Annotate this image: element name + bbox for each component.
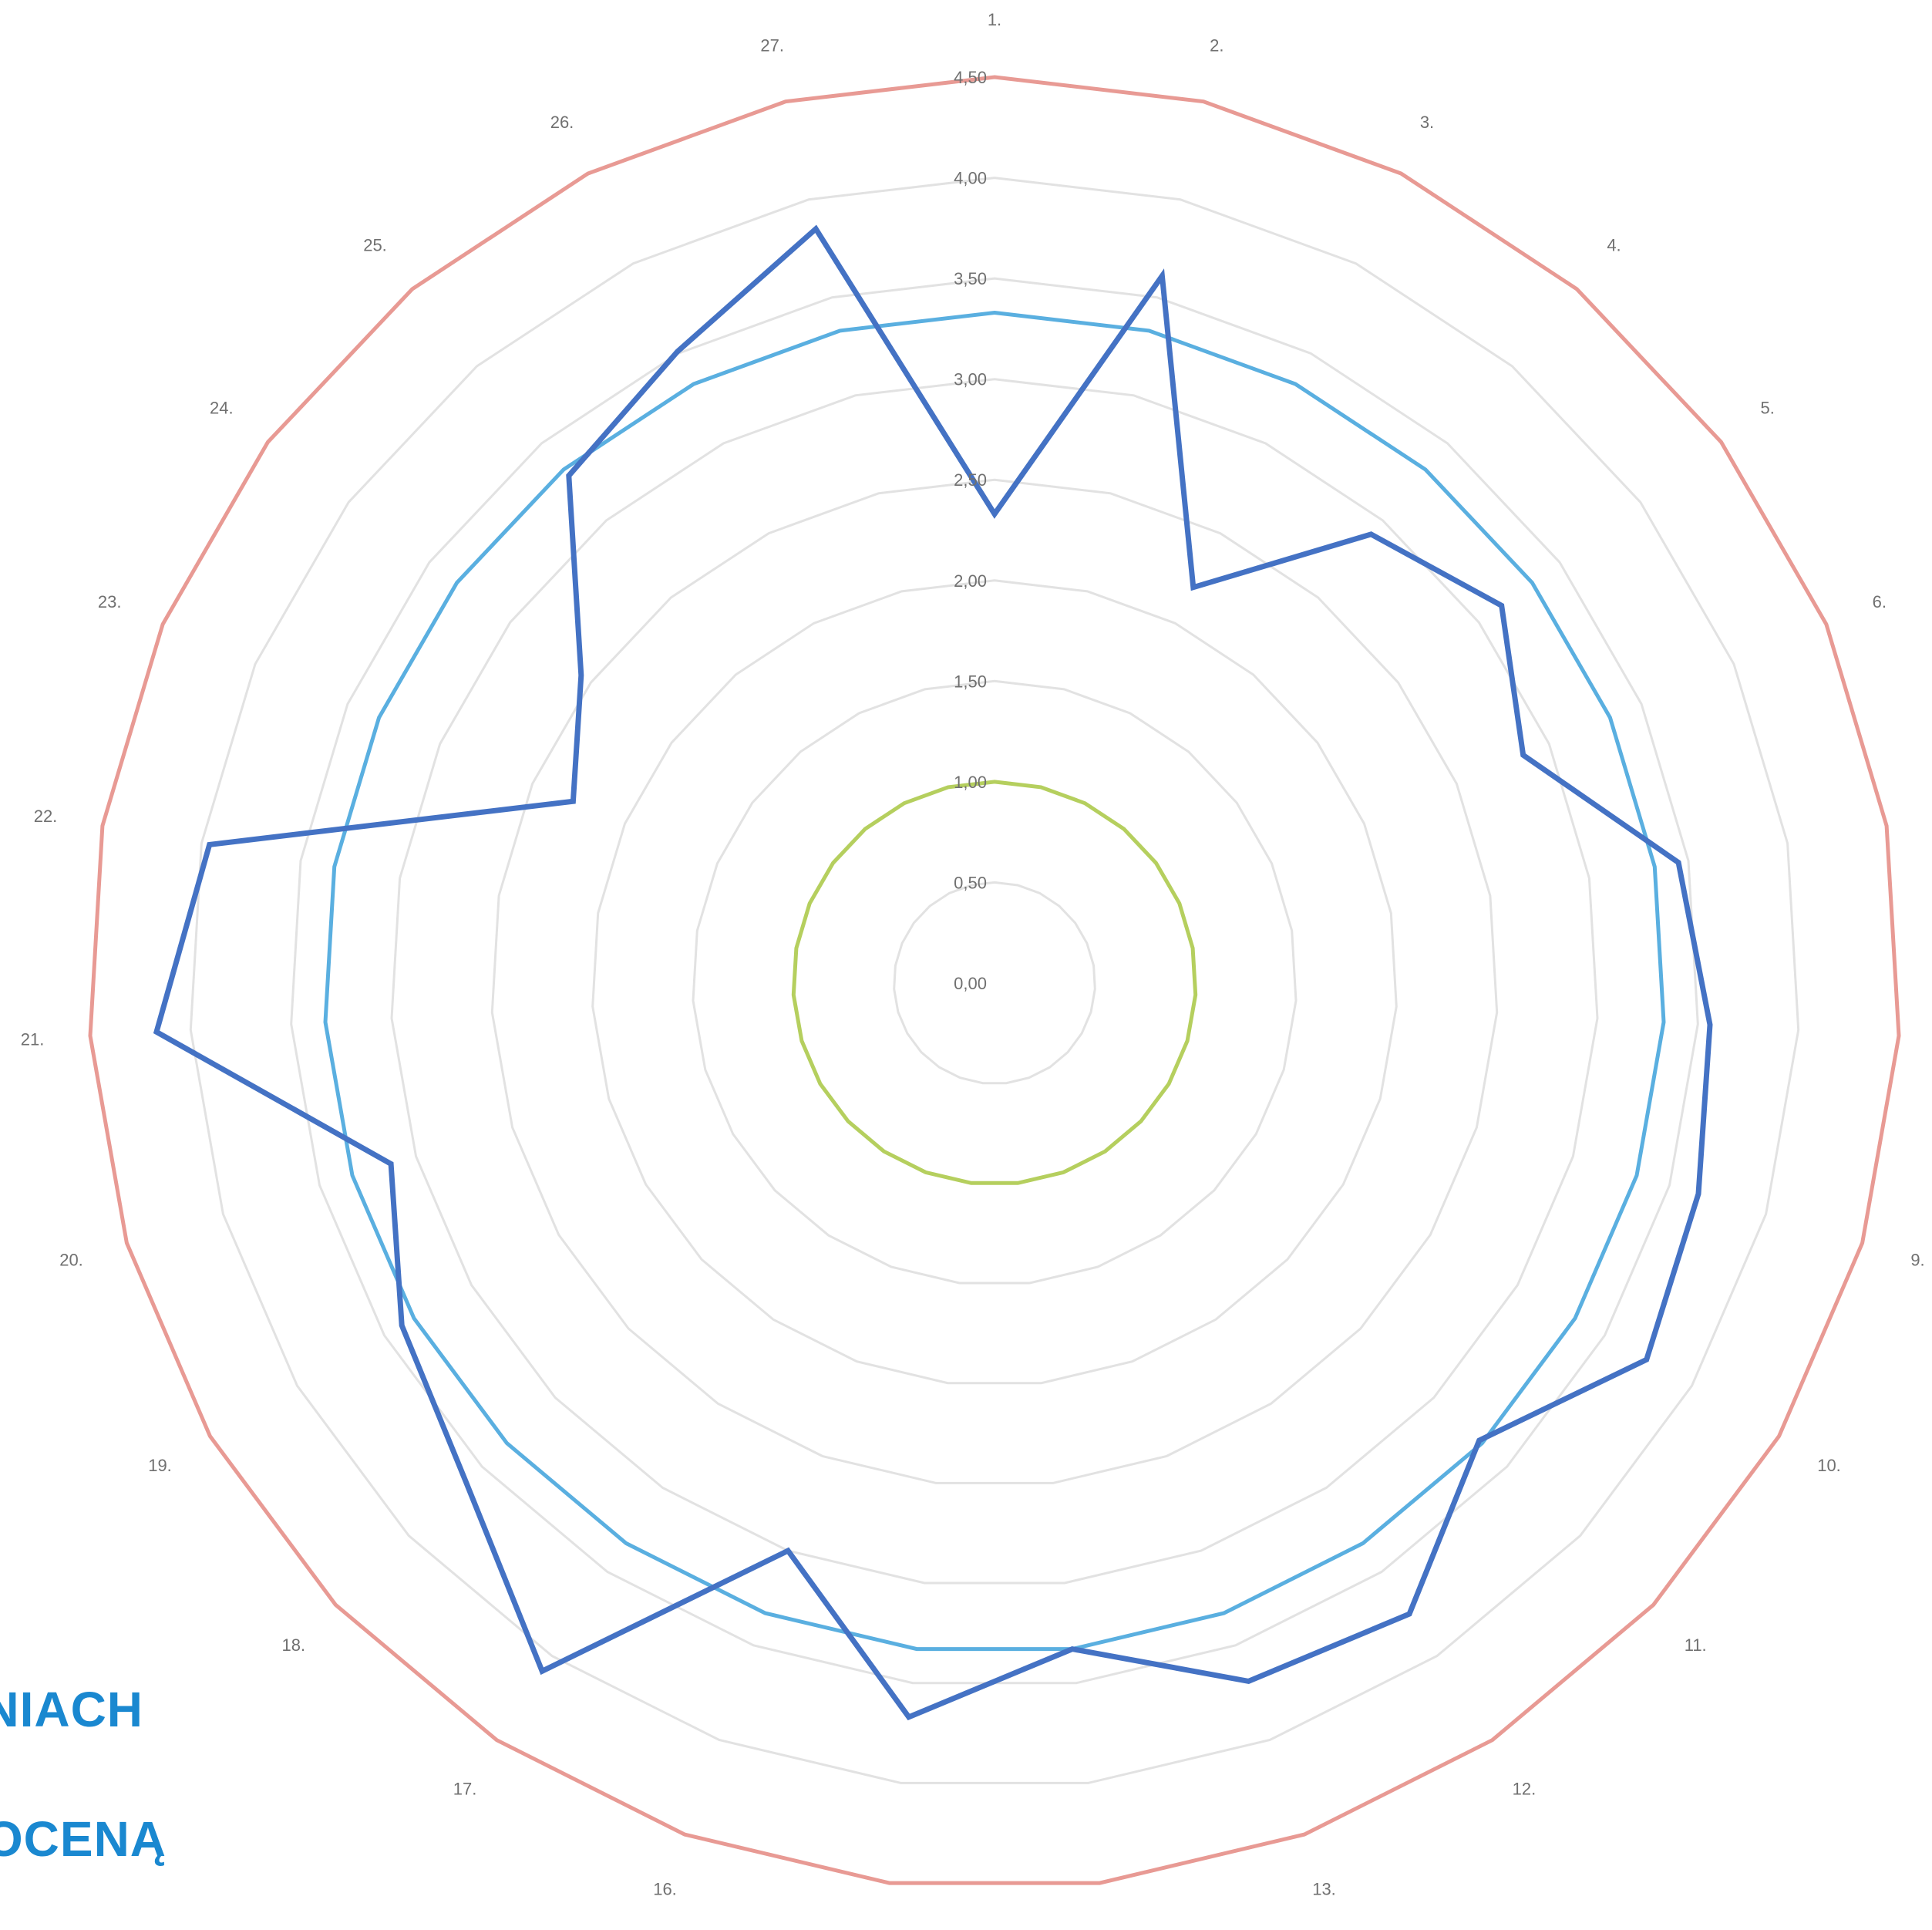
category-label: 21. (21, 1030, 45, 1049)
grid-ring (490, 478, 1499, 1484)
category-label: 17. (453, 1779, 477, 1798)
category-label: 18. (282, 1635, 306, 1655)
category-label: 3. (1420, 113, 1434, 132)
radial-tick-label: 3,00 (954, 370, 987, 389)
category-label: 4. (1607, 235, 1621, 254)
grid-ring (89, 76, 1900, 1885)
radial-tick-label: 4,50 (954, 68, 987, 87)
category-label: 1. (988, 10, 1001, 29)
grid-ring (189, 177, 1800, 1784)
radial-tick-layer: 0,00 0,50 1,00 1,50 2,00 2,50 3,00 3,50 4,00 4,50 (954, 68, 987, 993)
grid-layer (89, 76, 1900, 1885)
radial-tick-label: 3,50 (954, 269, 987, 288)
category-label: 20. (59, 1251, 83, 1270)
category-label-layer: 1.2.3.4.5.6.7.8.9.10.11.12.13.14.15.16.1… (21, 10, 1925, 1899)
category-label: 24. (210, 399, 234, 418)
radial-tick-label: 4,00 (954, 169, 987, 188)
category-label: 12. (1513, 1779, 1537, 1798)
category-label: 6. (1873, 592, 1887, 611)
category-label: 16. (653, 1880, 677, 1899)
category-label: 25. (363, 235, 387, 254)
category-label: 22. (34, 807, 58, 826)
grid-ring (591, 579, 1398, 1385)
grid-ring (893, 881, 1096, 1085)
category-label: 5. (1761, 399, 1775, 418)
series-line-4 (791, 780, 1198, 1185)
category-label: 27. (760, 36, 784, 56)
radial-tick-label: 2,50 (954, 470, 987, 490)
radial-tick-label: 0,00 (954, 974, 987, 993)
series-layer (88, 75, 1901, 1885)
category-label: 19. (148, 1456, 172, 1475)
radial-tick-label: 2,00 (954, 571, 987, 591)
category-label: 2. (1210, 36, 1223, 56)
category-label: 26. (550, 113, 574, 132)
category-label: 9. (1910, 1251, 1924, 1270)
radial-tick-label: 0,50 (954, 873, 987, 892)
series-line-2 (323, 310, 1666, 1652)
category-label: 13. (1312, 1880, 1336, 1899)
radial-tick-label: 1,00 (954, 773, 987, 792)
series-line-1 (153, 224, 1713, 1721)
grid-ring (692, 679, 1298, 1285)
overlay-heading-line-1: NIACH (0, 1682, 143, 1737)
category-label: 10. (1817, 1456, 1841, 1475)
grid-ring (290, 277, 1699, 1685)
category-label: 23. (98, 592, 122, 611)
category-label: 11. (1685, 1635, 1707, 1655)
radial-tick-label: 1,50 (954, 672, 987, 691)
series-line-3 (88, 75, 1901, 1885)
overlay-heading-line-2: T OCENĄ (0, 1811, 167, 1867)
